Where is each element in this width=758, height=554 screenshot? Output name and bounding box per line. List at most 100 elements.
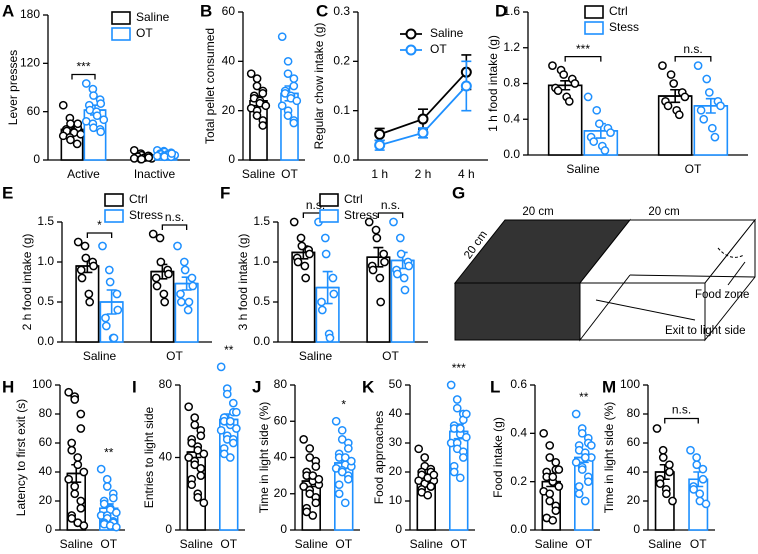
data-point bbox=[314, 474, 324, 484]
data-point bbox=[458, 453, 468, 462]
data-point bbox=[96, 127, 106, 137]
x-tick-label: OT bbox=[450, 537, 467, 551]
data-point bbox=[674, 110, 684, 120]
legend-swatch bbox=[319, 193, 339, 207]
y-tick-label: 60 bbox=[222, 4, 236, 18]
data-point bbox=[305, 249, 314, 259]
y-tick-label: 80 bbox=[39, 406, 53, 420]
x-tick-label: OT bbox=[166, 349, 183, 363]
significance-label: *** bbox=[76, 60, 90, 74]
data-point bbox=[571, 409, 581, 419]
data-point bbox=[668, 496, 677, 506]
data-point bbox=[76, 503, 86, 513]
legend-label: Stress bbox=[129, 208, 163, 222]
panel-label: C bbox=[316, 1, 328, 20]
data-point bbox=[77, 273, 87, 283]
data-point bbox=[669, 79, 679, 88]
y-tick-label: 20 bbox=[389, 464, 403, 478]
y-tick-label: 40 bbox=[39, 464, 53, 478]
y-tick-label: 40 bbox=[159, 450, 173, 464]
x-tick-label: Saline bbox=[83, 349, 117, 363]
data-point bbox=[396, 249, 406, 259]
data-point bbox=[337, 467, 347, 477]
panel-label: J bbox=[252, 377, 261, 396]
data-point bbox=[404, 261, 414, 271]
data-point bbox=[246, 69, 256, 79]
data-point bbox=[228, 398, 238, 408]
data-point bbox=[176, 289, 185, 299]
legend-swatch bbox=[104, 193, 124, 207]
y-tick-label: 1.0 bbox=[253, 254, 270, 268]
data-point bbox=[184, 402, 194, 412]
legend-label: Stess bbox=[609, 20, 639, 34]
data-point bbox=[101, 321, 111, 331]
data-point bbox=[70, 482, 80, 491]
data-point bbox=[658, 61, 667, 70]
data-point bbox=[449, 467, 459, 477]
data-point bbox=[176, 297, 186, 307]
data-point bbox=[548, 472, 558, 482]
data-point bbox=[296, 233, 306, 243]
x-tick-label: OT bbox=[335, 537, 352, 551]
data-point bbox=[583, 477, 593, 487]
x-tick-label: Saline bbox=[60, 537, 94, 551]
data-point bbox=[321, 249, 331, 259]
y-tick-label: 0 bbox=[633, 522, 640, 536]
data-point bbox=[658, 445, 668, 455]
data-point bbox=[81, 79, 91, 88]
legend-label: Ctrl bbox=[129, 192, 148, 206]
data-point bbox=[73, 453, 83, 462]
significance-bracket bbox=[71, 73, 96, 80]
y-tick-label: 0.0 bbox=[333, 152, 350, 166]
data-point bbox=[277, 32, 287, 42]
data-point bbox=[589, 137, 599, 146]
data-point bbox=[184, 297, 194, 307]
data-point bbox=[461, 432, 471, 442]
significance-bracket bbox=[377, 212, 404, 218]
data-point bbox=[66, 135, 75, 145]
x-tick-label: 4 h bbox=[458, 167, 475, 181]
data-point bbox=[111, 508, 121, 517]
y-tick-label: 0 bbox=[165, 522, 172, 536]
data-point bbox=[109, 333, 119, 343]
data-point bbox=[80, 241, 90, 251]
data-point bbox=[426, 482, 436, 491]
data-point bbox=[375, 273, 385, 283]
data-point bbox=[395, 233, 405, 243]
y-tick-label: 0 bbox=[395, 522, 402, 536]
data-point bbox=[193, 493, 203, 502]
data-point bbox=[389, 217, 398, 227]
data-point bbox=[686, 445, 695, 455]
x-tick-label: Inactive bbox=[134, 167, 176, 181]
data-point bbox=[414, 444, 424, 454]
legend-label: Saline bbox=[430, 26, 464, 40]
y-tick-label: 60 bbox=[39, 435, 53, 449]
x-tick-label: Saline bbox=[410, 537, 444, 551]
data-point bbox=[346, 456, 356, 466]
data-point bbox=[340, 453, 350, 462]
y-tick-label: 40 bbox=[222, 54, 236, 68]
significance-label: n.s. bbox=[683, 42, 702, 56]
data-point bbox=[196, 471, 206, 480]
y-axis-label: Time in light side (%) bbox=[257, 402, 271, 514]
legend-swatch bbox=[584, 5, 604, 19]
significance-bracket bbox=[664, 417, 699, 424]
data-point bbox=[92, 111, 102, 121]
data-point bbox=[400, 285, 410, 295]
data-point bbox=[187, 480, 197, 490]
data-point bbox=[76, 129, 86, 139]
data-point bbox=[663, 101, 673, 111]
y-tick-label: 0.0 bbox=[253, 334, 270, 348]
data-point bbox=[112, 289, 122, 299]
data-point bbox=[559, 70, 569, 79]
data-point bbox=[696, 105, 706, 115]
data-point bbox=[334, 489, 344, 499]
data-point bbox=[311, 462, 321, 471]
data-point bbox=[188, 281, 198, 291]
annotation: Food zone bbox=[695, 289, 749, 301]
data-point bbox=[600, 146, 610, 155]
y-tick-label: 0.4 bbox=[503, 111, 520, 125]
y-axis-label: Food intake (g) bbox=[491, 417, 505, 498]
x-tick-label: 1 h bbox=[371, 167, 388, 181]
